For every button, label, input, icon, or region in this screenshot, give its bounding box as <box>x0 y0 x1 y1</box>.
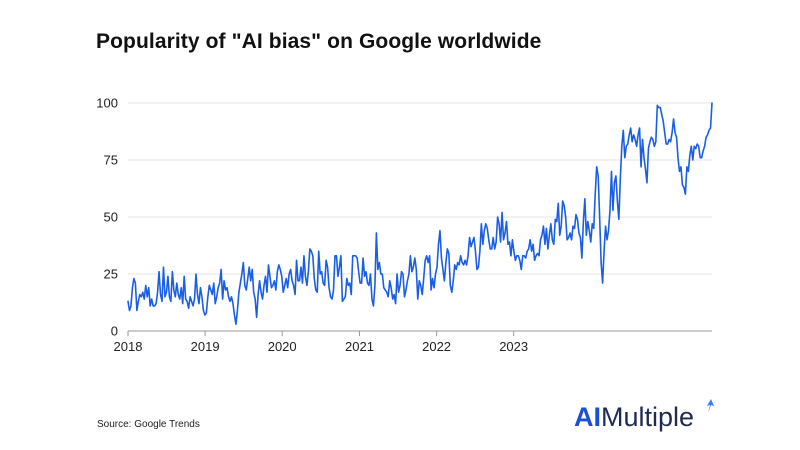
series-line <box>127 102 713 325</box>
y-tick-label: 50 <box>104 210 118 225</box>
grid-lines <box>128 102 712 332</box>
x-tick-label: 2021 <box>345 339 374 354</box>
x-tick-label: 2018 <box>114 339 143 354</box>
y-tick-label: 75 <box>104 153 118 168</box>
y-tick-label: 25 <box>104 267 118 282</box>
x-tick-label: 2023 <box>499 339 528 354</box>
x-axis-ticks: 2018 2019 2020 2021 2022 2023 <box>114 331 528 354</box>
brand-logo: AIMultiple <box>574 399 714 438</box>
y-tick-label: 100 <box>96 96 118 111</box>
y-axis-ticks: 0 25 50 75 100 <box>96 96 118 339</box>
series-layer <box>127 102 713 325</box>
x-tick-label: 2020 <box>268 339 297 354</box>
brand-logo-ai: AI <box>574 402 601 432</box>
y-tick-label: 0 <box>111 324 118 339</box>
x-tick-label: 2019 <box>191 339 220 354</box>
brand-logo-multiple: Multiple <box>601 402 695 432</box>
x-tick-label: 2022 <box>422 339 451 354</box>
chart-title: Popularity of "AI bias" on Google worldw… <box>96 30 542 53</box>
spark-icon <box>707 399 714 413</box>
source-note: Source: Google Trends <box>97 419 200 430</box>
